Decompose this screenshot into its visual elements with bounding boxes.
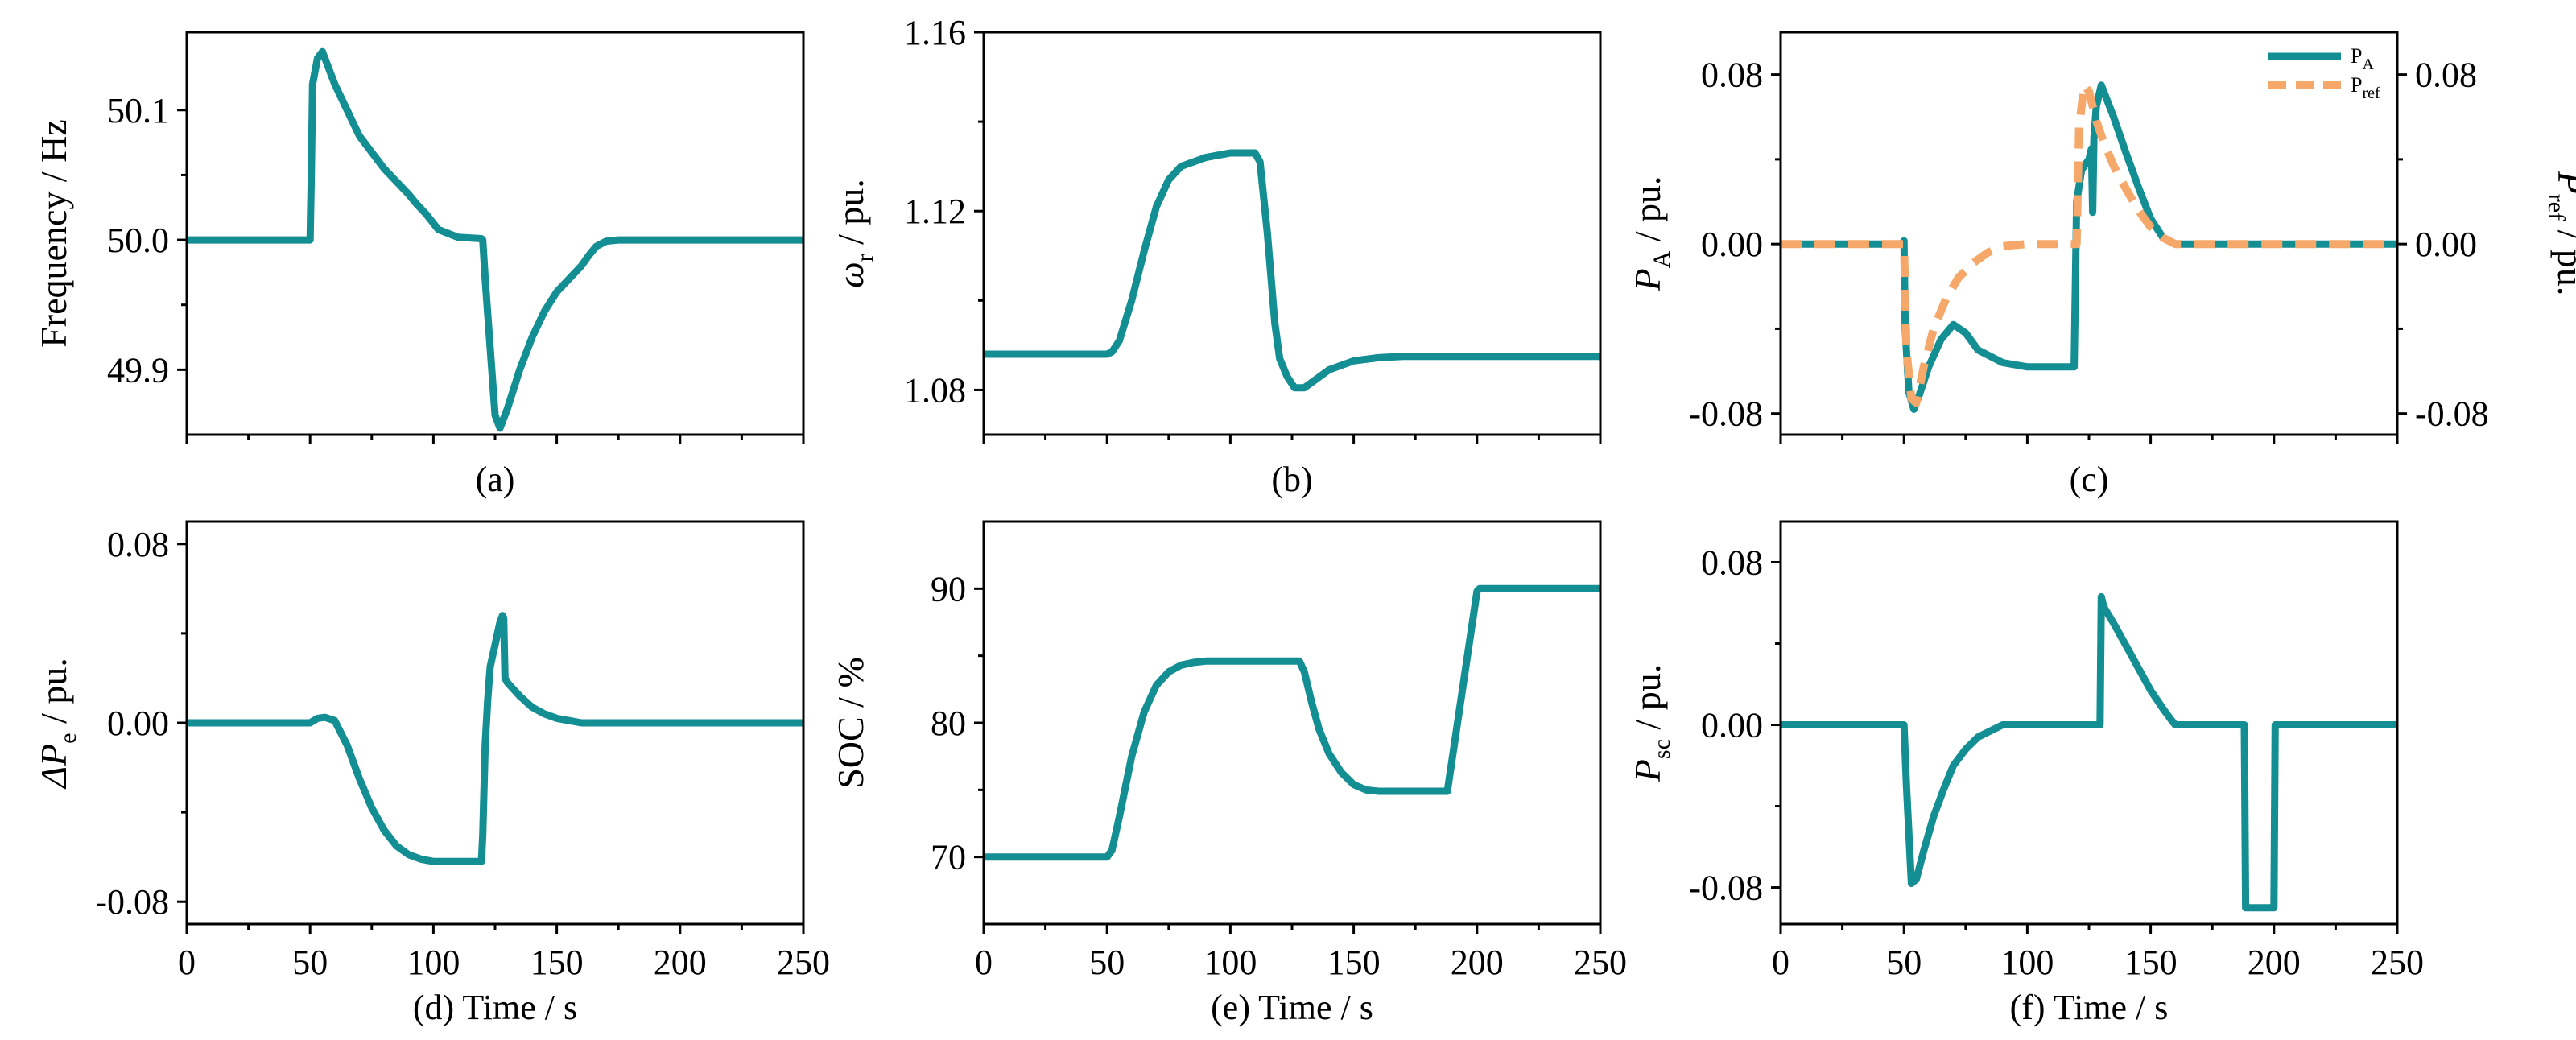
y-axis-title-sub-c: A [1649,250,1675,268]
y-right-tick-label-c: -0.08 [2415,394,2489,434]
y-axis-title-sub-f: sc [1649,739,1675,759]
series-line-soc-e [984,584,1600,861]
y-tick-label-b: 1.12 [904,192,966,231]
x-tick-label-e: 150 [1327,943,1381,982]
y-axis-title-e: SOC / % [830,657,871,789]
x-tick-label-d: 50 [292,943,328,982]
caption-d: (d) Time / s [413,988,577,1027]
x-tick-label-f: 200 [2248,943,2301,982]
x-tick-label-f: 0 [1772,943,1790,982]
y-right-axis-title-rest: / pu. [2550,221,2576,295]
y-tick-label-c: 0.00 [1701,225,1763,264]
y-axis-title-c: PA / pu. [1627,175,1675,291]
legend-label-pa: PA [2351,44,2374,73]
x-tick-label-d: 100 [407,943,460,982]
y-axis-title-f: Psc / pu. [1627,664,1675,782]
y-axis-title-main-d: ΔP [33,744,74,790]
y-axis-title-b: ωr / pu. [830,179,878,288]
y-tick-label-e: 90 [931,569,966,609]
panel-f: 0 50 100 150 200 250 -0.08 0.00 0.08 Psc / pu. (f)… [1627,520,2424,1027]
y-right-axis-title-sub: ref [2543,194,2570,221]
x-tick-label-e: 200 [1451,943,1504,982]
y-right-tick-label-c: 0.00 [2415,225,2477,264]
series-line-psc-f [1781,592,2397,912]
y-axis-title-rest-b: / pu. [830,179,871,254]
y-tick-label-f: 0.00 [1701,706,1763,745]
panel-a: 49.9 50.0 50.1 Frequency / Hz (a) [33,31,805,499]
y-tick-label-c: 0.08 [1701,56,1763,95]
y-tick-label-d: -0.08 [95,882,169,922]
y-tick-label-f: -0.08 [1689,869,1763,908]
x-tick-label-e: 50 [1089,943,1125,982]
y-right-axis-title-c: Pref / pu. [2543,171,2576,296]
series-line-pe-d [187,612,803,865]
y-axis-title-main-b: ω [830,262,871,287]
x-tick-label-e: 100 [1203,943,1257,982]
caption-a: (a) [476,460,515,499]
y-axis-title-rest-d: / pu. [33,658,74,733]
y-axis-title-main-c: P [1627,268,1668,291]
y-tick-label-b: 1.16 [904,13,966,52]
x-tick-label-d: 150 [530,943,584,982]
y-tick-label-d: 0.00 [107,704,169,743]
y-right-tick-label-c: 0.08 [2415,56,2477,95]
y-axis-title-sub-d: e [55,733,81,743]
y-tick-label-a: 50.1 [107,91,169,130]
y-tick-label-c: -0.08 [1689,394,1763,434]
series-line-rotorspeed-b [984,149,1600,392]
x-tick-label-e: 250 [1574,943,1627,982]
caption-e: (e) Time / s [1211,988,1373,1027]
x-tick-label-e: 0 [975,943,993,982]
y-tick-label-e: 80 [931,704,966,743]
x-tick-label-f: 50 [1886,943,1922,982]
y-axis-title-rest-c: / pu. [1627,175,1668,250]
y-axis-title-d: ΔPe / pu. [33,658,81,790]
x-tick-label-f: 100 [2000,943,2054,982]
y-axis-title-a: Frequency / Hz [33,119,74,348]
series-line-pref-c [1781,80,2397,407]
y-axis-title-sub-b: r [852,254,878,262]
y-axis-title-rest-f: / pu. [1627,664,1668,739]
legend-label-pref: Pref [2351,73,2380,102]
y-tick-label-e: 70 [931,838,966,877]
caption-f: (f) Time / s [2010,988,2169,1027]
y-axis-title-main-f: P [1627,759,1668,782]
caption-c: (c) [2070,460,2109,499]
y-tick-label-d: 0.08 [107,525,169,564]
x-tick-label-d: 0 [178,943,196,982]
x-tick-label-d: 250 [777,943,830,982]
x-tick-label-f: 150 [2124,943,2178,982]
plot-frame-b [982,31,1602,436]
y-tick-label-a: 50.0 [107,221,169,260]
y-tick-label-b: 1.08 [904,370,966,410]
y-right-axis-title-main: P [2550,171,2576,194]
series-line-frequency-a [187,47,803,432]
y-tick-label-a: 49.9 [107,350,169,390]
plot-frame-e [982,520,1602,926]
panel-b: 1.08 1.12 1.16 ωr / pu. (b) [830,13,1602,499]
caption-b: (b) [1271,460,1312,499]
panel-d: 0 50 100 150 200 250 -0.08 0.00 0.08 ΔPe / pu. (d)… [33,520,830,1027]
x-tick-label-d: 200 [654,943,707,982]
panel-e: 0 50 100 150 200 250 70 80 90 SOC / % (e) Time / s [830,520,1627,1027]
y-tick-label-f: 0.08 [1701,543,1763,583]
x-tick-label-f: 250 [2371,943,2424,982]
